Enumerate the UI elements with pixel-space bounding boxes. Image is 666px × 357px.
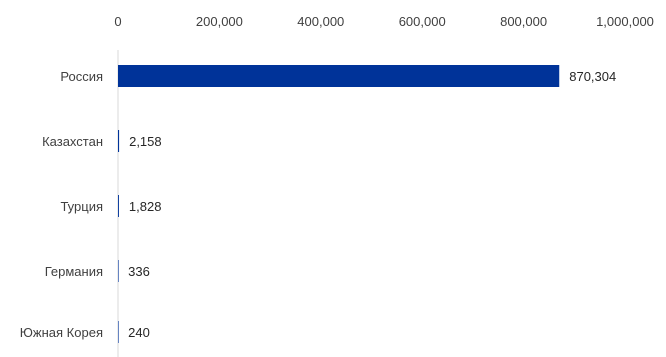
- category-label: Германия: [45, 264, 103, 279]
- category-label: Турция: [60, 199, 103, 214]
- category-labels: Россия Казахстан Турция Германия Южная Корея: [20, 69, 103, 340]
- category-label: Россия: [60, 69, 103, 84]
- x-tick-label: 1,000,000: [596, 14, 654, 29]
- bar: [118, 65, 560, 87]
- data-label: 870,304: [569, 69, 616, 84]
- bar: [118, 260, 119, 282]
- bar: [118, 321, 119, 343]
- data-label: 1,828: [129, 199, 162, 214]
- data-label: 336: [128, 264, 150, 279]
- bar: [118, 130, 120, 152]
- data-label: 2,158: [129, 134, 162, 149]
- x-tick-label: 200,000: [196, 14, 243, 29]
- x-tick-label: 400,000: [297, 14, 344, 29]
- data-labels: 870,304 2,158 1,828 336 240: [128, 69, 616, 340]
- category-label: Казахстан: [42, 134, 103, 149]
- data-label: 240: [128, 325, 150, 340]
- x-tick-label: 0: [114, 14, 121, 29]
- x-tick-label: 600,000: [399, 14, 446, 29]
- x-tick-label: 800,000: [500, 14, 547, 29]
- bars: [118, 65, 560, 343]
- category-label: Южная Корея: [20, 325, 103, 340]
- bar: [118, 195, 119, 217]
- x-axis-ticks: 0 200,000 400,000 600,000 800,000 1,000,000: [114, 14, 654, 29]
